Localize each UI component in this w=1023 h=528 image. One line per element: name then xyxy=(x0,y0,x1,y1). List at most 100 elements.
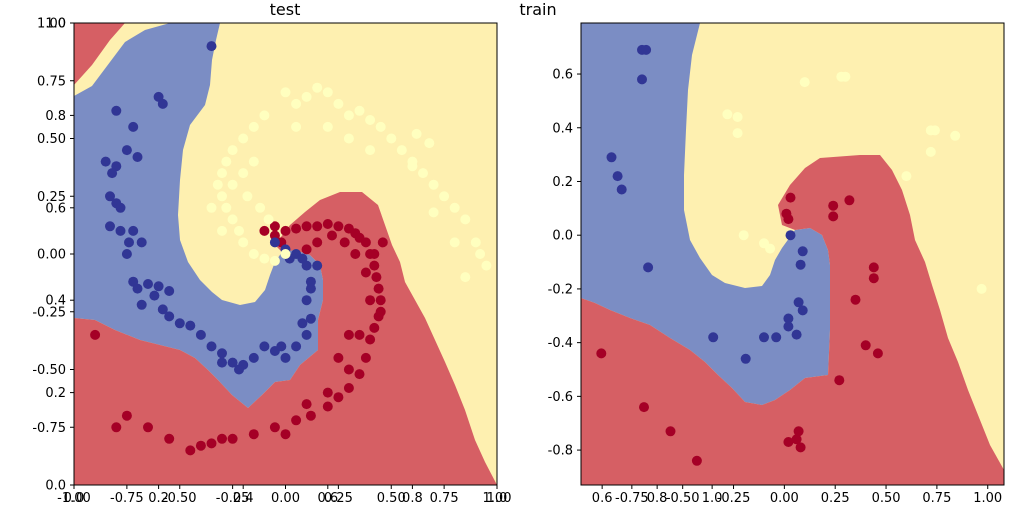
left-point-yellow xyxy=(217,225,227,236)
left-point-red xyxy=(291,415,302,426)
left-y-tick-label: 0.6 xyxy=(45,201,66,216)
left-point-red xyxy=(269,230,280,241)
left-point-blue xyxy=(115,202,126,213)
left-axes: -1.00 -0.75 -0.50 -0.25 0.00 0.25 0.50 0.75 1.00… xyxy=(32,0,511,506)
right-point-yellow xyxy=(901,171,912,182)
left-point-red xyxy=(365,334,376,345)
left-point-red xyxy=(365,295,376,306)
right-x-tick-label: 0.8 xyxy=(647,491,668,506)
left-point-red xyxy=(195,440,206,451)
left-point-blue xyxy=(312,260,323,271)
right-point-blue xyxy=(797,305,808,316)
left-point-red xyxy=(248,429,259,440)
right-point-yellow xyxy=(929,125,940,136)
left-point-red xyxy=(375,306,386,317)
left-point-blue xyxy=(100,156,111,167)
right-y-tick-label: 0.6 xyxy=(552,68,573,83)
left-point-red xyxy=(259,225,270,236)
right-point-red xyxy=(793,426,804,437)
left-point-red xyxy=(360,267,371,278)
left-point-red xyxy=(350,249,361,259)
left-point-red xyxy=(333,352,344,363)
left-point-yellow xyxy=(354,105,365,116)
right-point-yellow xyxy=(732,128,743,139)
right-point-blue xyxy=(641,44,652,55)
left-point-blue xyxy=(136,237,147,248)
right-x-tick-label: -0.50 xyxy=(666,491,700,506)
left-point-red xyxy=(339,237,350,248)
left-point-red xyxy=(227,433,238,444)
left-point-yellow xyxy=(333,98,344,109)
left-point-yellow xyxy=(470,237,481,248)
left-point-red xyxy=(322,219,333,229)
left-point-blue xyxy=(157,304,168,315)
left-point-blue xyxy=(305,283,316,294)
left-point-blue xyxy=(105,191,115,202)
left-point-blue xyxy=(115,225,126,236)
right-point-blue xyxy=(740,353,751,364)
left-point-blue xyxy=(269,237,280,248)
left-point-yellow xyxy=(407,161,418,172)
left-point-blue xyxy=(234,364,244,375)
left-point-yellow xyxy=(418,168,428,179)
left-x-tick-label: 0.8 xyxy=(402,491,423,506)
left-x-tick-label: 1.00 xyxy=(483,491,512,506)
left-x-tick-label: 1.0 xyxy=(487,491,508,506)
left-point-red xyxy=(90,329,101,340)
right-point-red xyxy=(791,434,802,445)
left-point-yellow xyxy=(343,133,354,144)
right-point-red xyxy=(785,192,796,203)
left-point-red xyxy=(322,401,333,412)
right-point-yellow xyxy=(765,243,776,254)
left-point-red xyxy=(343,329,354,340)
right-point-blue xyxy=(771,332,782,343)
left-point-blue xyxy=(105,221,115,232)
right-x-tick-label: 0.25 xyxy=(821,491,850,506)
right-y-tick-label: -0.4 xyxy=(548,336,573,351)
left-point-blue xyxy=(297,318,308,329)
left-point-red xyxy=(269,422,280,433)
right-x-tick-label: -0.25 xyxy=(717,491,751,506)
right-point-red xyxy=(639,402,649,413)
left-x-tick-label: -1.00 xyxy=(57,491,91,506)
left-point-yellow xyxy=(269,255,280,266)
left-x-tick-label: 0.6 xyxy=(317,491,338,506)
left-point-yellow xyxy=(238,133,249,144)
right-y-tick-label: -0.8 xyxy=(548,444,573,459)
right-point-red xyxy=(844,195,855,206)
left-point-yellow xyxy=(322,121,333,132)
left-point-yellow xyxy=(227,214,238,225)
right-axes: -0.75 -0.50 -0.25 0.00 0.25 0.50 0.75 1.00 -0.8 -… xyxy=(519,0,1005,506)
right-point-blue xyxy=(783,313,794,324)
left-point-yellow xyxy=(280,249,291,259)
left-region-red-top xyxy=(74,23,125,85)
left-point-blue xyxy=(128,121,139,132)
left-point-blue xyxy=(174,318,185,329)
left-point-red xyxy=(143,422,153,433)
left-point-blue xyxy=(305,313,316,324)
left-point-red xyxy=(111,422,122,433)
left-point-yellow xyxy=(248,121,259,132)
left-y-tick-label: 0.2 xyxy=(45,386,66,401)
left-point-blue xyxy=(121,145,132,156)
left-point-blue xyxy=(164,286,175,296)
right-point-blue xyxy=(612,171,623,182)
left-y-tick-label: 0.75 xyxy=(37,74,66,89)
left-x-tick-label: 0.75 xyxy=(430,491,459,506)
left-point-blue xyxy=(206,341,217,352)
right-y-tick-label: -0.2 xyxy=(548,282,573,297)
left-point-yellow xyxy=(365,145,376,156)
left-point-red xyxy=(312,237,323,248)
right-point-blue xyxy=(643,262,654,273)
right-region-red xyxy=(581,155,1004,485)
left-y-tick-label: 0.8 xyxy=(45,109,66,124)
left-y-tick-label: 0.25 xyxy=(37,190,66,205)
right-title: train xyxy=(519,0,556,19)
left-point-blue xyxy=(276,341,287,352)
right-point-blue xyxy=(759,332,769,343)
left-point-blue xyxy=(259,341,270,352)
right-region-blue xyxy=(581,23,830,405)
left-point-yellow xyxy=(234,225,244,236)
left-x-tick-label: 0.2 xyxy=(148,491,169,506)
left-point-red xyxy=(371,272,382,283)
